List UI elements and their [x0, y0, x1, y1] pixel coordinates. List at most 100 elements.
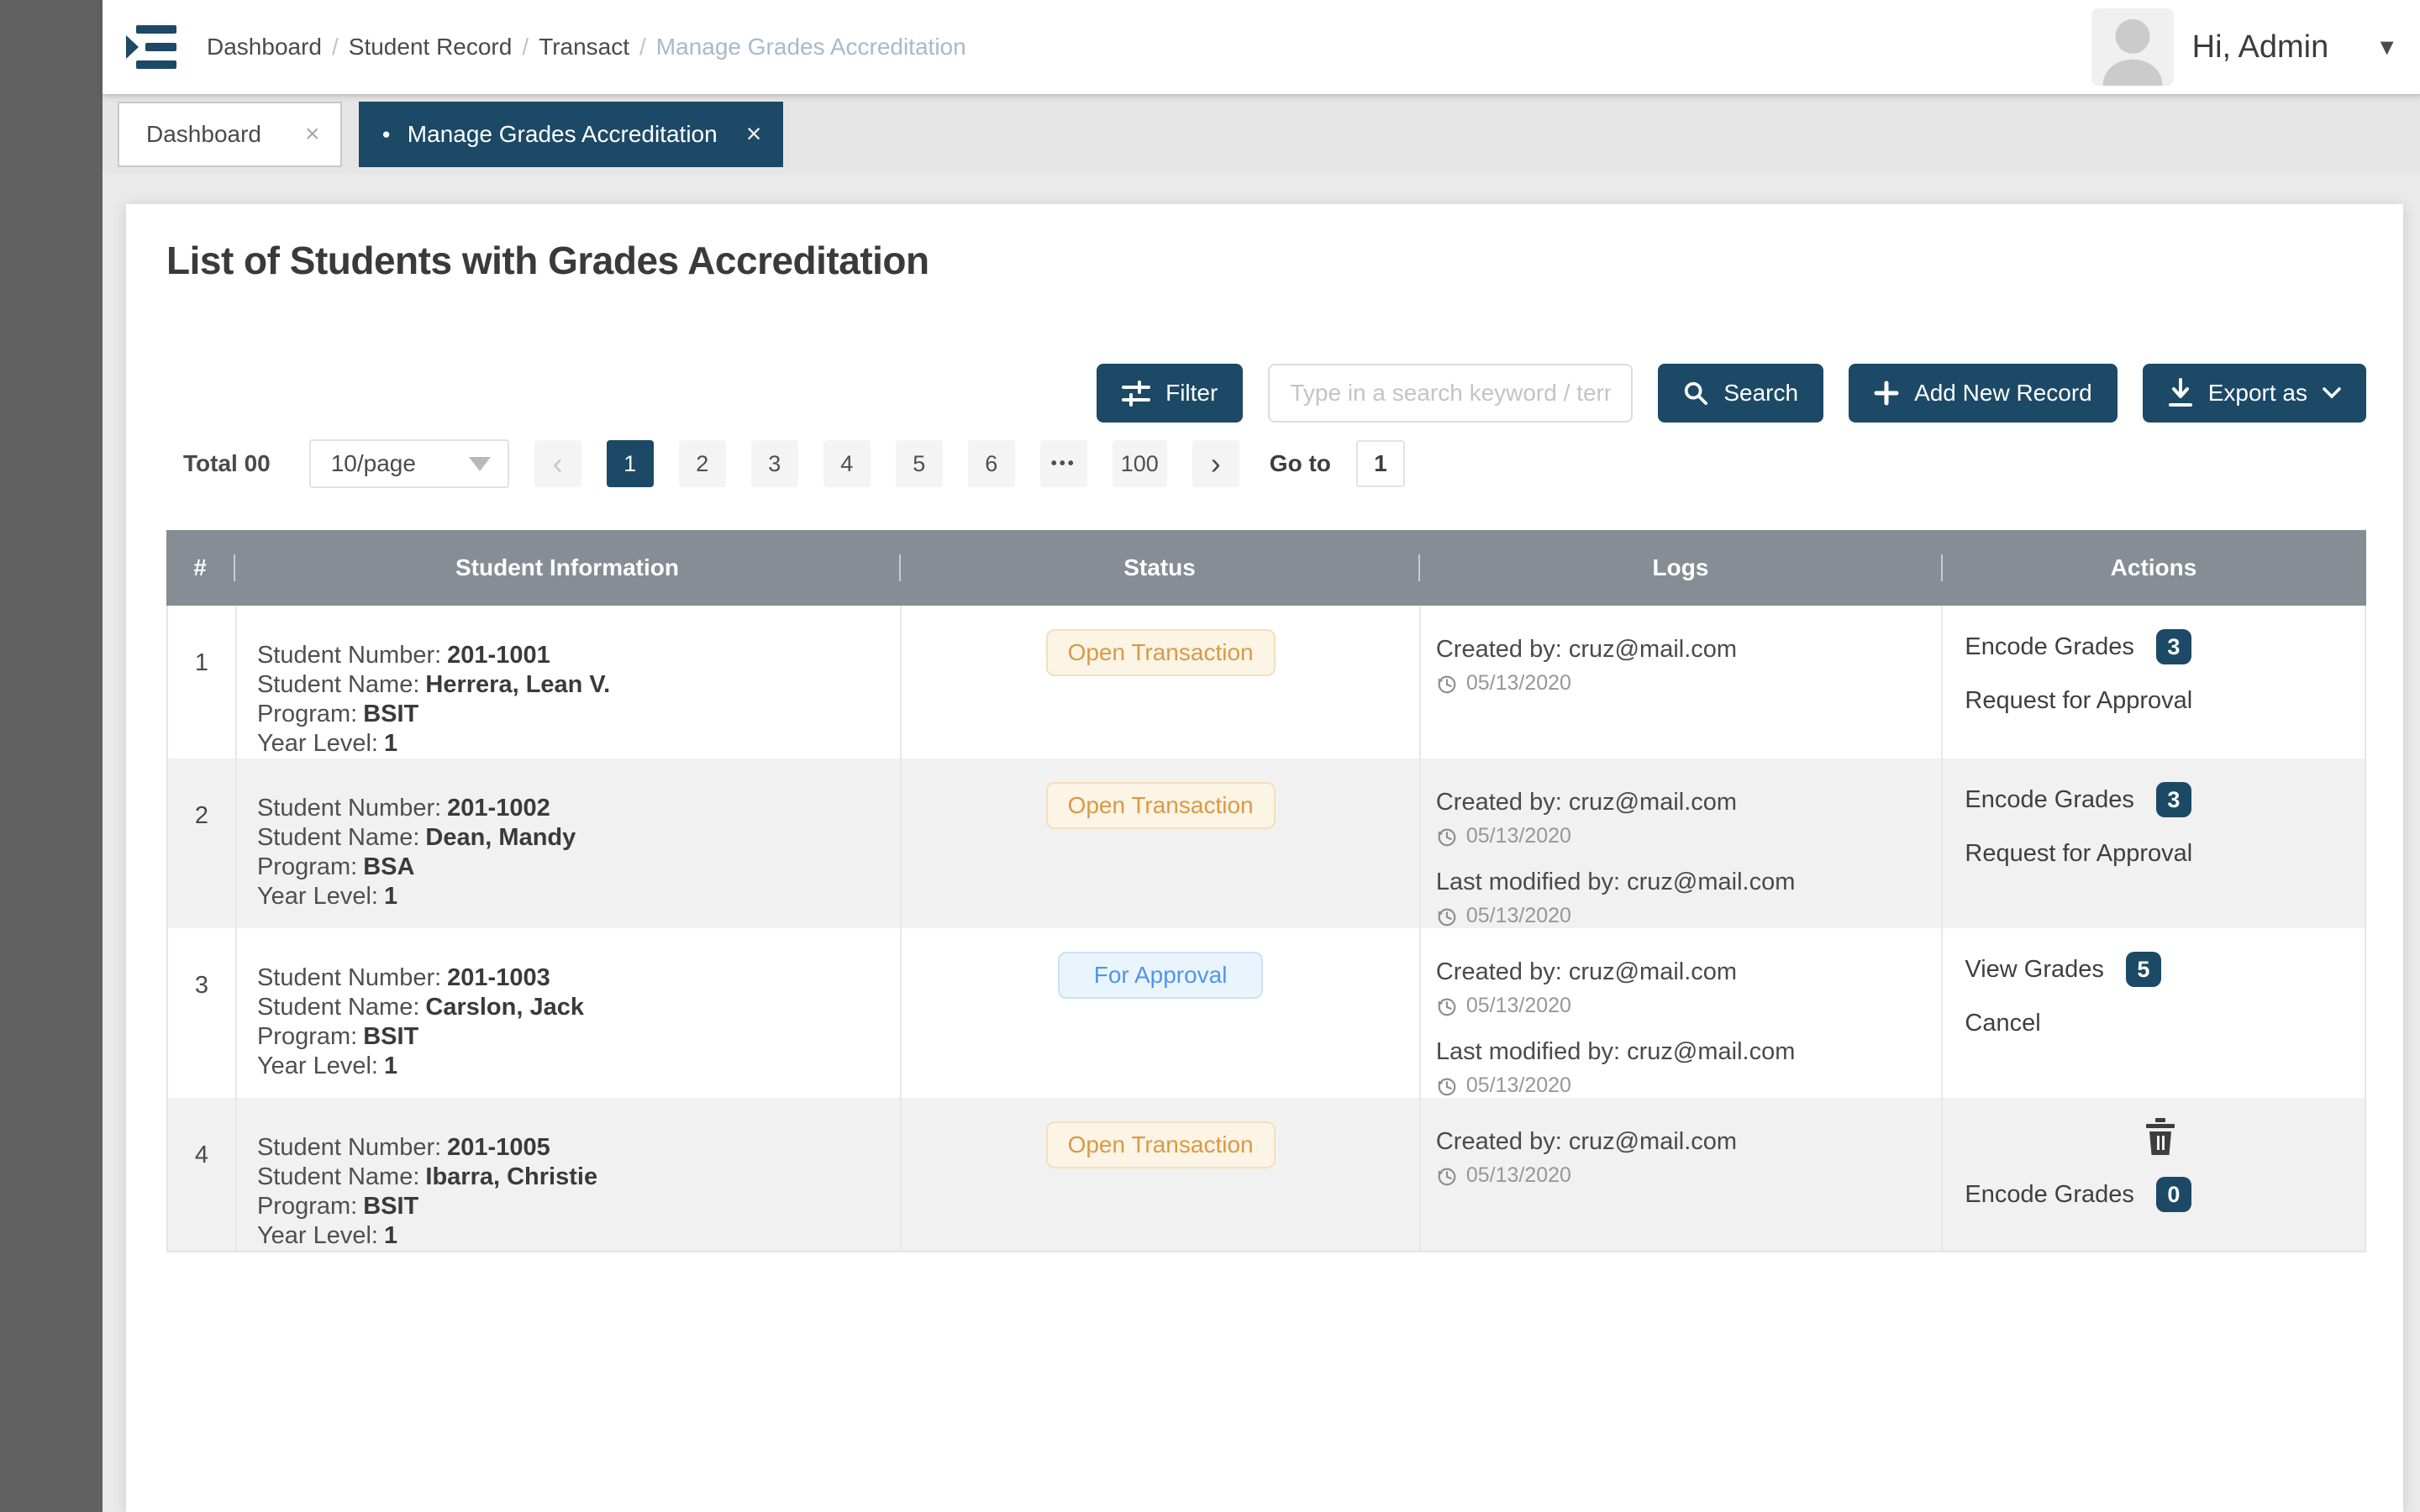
search-input[interactable] — [1268, 364, 1634, 423]
table-body: 1 Student Number: 201-1001 Student Name: H… — [166, 606, 2366, 1252]
goto-page-input[interactable] — [1355, 440, 1405, 487]
table-header: # Student Information Status Logs Action… — [166, 530, 2366, 606]
page-button-1[interactable]: 1 — [606, 440, 654, 487]
page-ellipsis-button[interactable]: ••• — [1039, 440, 1087, 487]
student-info-cell: Student Number: 201-1001 Student Name: Her… — [234, 606, 900, 759]
view-grades-action[interactable]: View Grades — [1965, 955, 2104, 983]
field-label: Program: — [256, 853, 358, 880]
status-badge[interactable]: Open Transaction — [1045, 782, 1276, 829]
table-row: 1 Student Number: 201-1001 Student Name: H… — [168, 606, 2365, 759]
student-program: BSIT — [363, 1023, 419, 1050]
row-number: 2 — [194, 802, 209, 829]
logs-cell: Created by: cruz@mail.com 05/13/2020 Las… — [1418, 759, 1942, 928]
log-by-text: Created by: cruz@mail.com — [1435, 789, 1738, 816]
table-row: 2 Student Number: 201-1002 Student Name: D… — [168, 759, 2365, 928]
encode-grades-action[interactable]: Encode Grades — [1965, 785, 2134, 813]
page-button-3[interactable]: 3 — [750, 440, 798, 487]
filter-button[interactable]: Filter — [1097, 364, 1244, 423]
download-icon — [2168, 378, 2192, 407]
status-badge[interactable]: Open Transaction — [1045, 1121, 1276, 1168]
field-label: Student Number: — [256, 964, 442, 991]
field-label: Student Number: — [256, 795, 442, 822]
close-icon[interactable]: × — [745, 118, 762, 149]
tab-manage-grades-accreditation[interactable]: ● Manage Grades Accreditation × — [358, 101, 784, 167]
status-cell: For Approval — [900, 928, 1419, 1098]
add-button-label: Add New Record — [1914, 380, 2092, 406]
encode-grades-action[interactable]: Encode Grades — [1965, 633, 2134, 660]
column-header-num: # — [193, 554, 207, 580]
status-badge[interactable]: For Approval — [1058, 952, 1264, 999]
field-label: Year Level: — [256, 1222, 378, 1249]
history-icon — [1438, 675, 1456, 693]
count-badge[interactable]: 0 — [2155, 1177, 2191, 1212]
count-badge[interactable]: 3 — [2155, 629, 2191, 664]
actions-cell: View Grades 5 Cancel — [1941, 928, 2365, 1098]
actions-cell: Encode Grades 3 Request for Approval — [1941, 606, 2365, 759]
delete-trash-icon[interactable] — [2146, 1118, 2175, 1155]
breadcrumb-separator: / — [331, 34, 339, 60]
student-info-cell: Student Number: 201-1003 Student Name: Car… — [234, 928, 900, 1098]
log-created: Created by: cruz@mail.com 05/13/2020 — [1436, 789, 1928, 848]
field-label: Year Level: — [256, 883, 378, 910]
student-number: 201-1001 — [447, 642, 550, 669]
toolbar: Filter Search Add New Record Export as — [166, 364, 2366, 423]
student-year-level: 1 — [383, 1053, 398, 1079]
request-for-approval-action[interactable]: Request for Approval — [1965, 686, 2193, 714]
count-badge[interactable]: 5 — [2125, 952, 2161, 987]
close-icon[interactable]: × — [304, 119, 320, 148]
student-info-cell: Student Number: 201-1002 Student Name: Dea… — [234, 759, 900, 928]
request-for-approval-action[interactable]: Request for Approval — [1965, 839, 2193, 867]
logs-cell: Created by: cruz@mail.com 05/13/2020 — [1418, 1098, 1942, 1251]
field-label: Student Name: — [256, 994, 420, 1021]
student-program: BSA — [363, 853, 415, 880]
menu-unfold-icon[interactable] — [124, 24, 178, 71]
column-header-logs: Logs — [1418, 554, 1941, 581]
cancel-action[interactable]: Cancel — [1965, 1009, 2041, 1037]
history-icon — [1438, 908, 1456, 926]
student-program: BSIT — [363, 701, 419, 727]
actions-cell: Encode Grades 3 Request for Approval — [1941, 759, 2365, 928]
student-number: 201-1005 — [447, 1134, 550, 1161]
breadcrumb-item-dashboard[interactable]: Dashboard — [207, 34, 322, 60]
log-by-text: Last modified by: cruz@mail.com — [1435, 869, 1796, 895]
top-bar: Dashboard / Student Record / Transact / … — [103, 0, 2420, 94]
field-label: Student Name: — [256, 1163, 420, 1190]
tab-label: Dashboard — [146, 120, 261, 147]
count-badge[interactable]: 3 — [2155, 782, 2191, 817]
user-menu-caret-icon[interactable]: ▼ — [2375, 34, 2398, 60]
table-row: 4 Student Number: 201-1005 Student Name: I… — [168, 1098, 2365, 1251]
page-button-4[interactable]: 4 — [823, 440, 871, 487]
field-label: Program: — [256, 1193, 358, 1220]
history-icon — [1438, 998, 1456, 1016]
page-button-6[interactable]: 6 — [967, 440, 1015, 487]
tab-dashboard[interactable]: Dashboard × — [118, 101, 342, 167]
prev-page-button[interactable]: ‹ — [534, 440, 581, 487]
status-badge[interactable]: Open Transaction — [1045, 629, 1276, 676]
content-card: List of Students with Grades Accreditati… — [126, 204, 2403, 1512]
search-icon — [1685, 381, 1708, 406]
breadcrumb-item-transact[interactable]: Transact — [539, 34, 630, 60]
next-page-button[interactable]: › — [1192, 440, 1239, 487]
encode-grades-action[interactable]: Encode Grades — [1965, 1180, 2134, 1208]
row-number: 4 — [194, 1142, 209, 1168]
page-button-2[interactable]: 2 — [678, 440, 726, 487]
page-button-5[interactable]: 5 — [895, 440, 943, 487]
history-icon — [1438, 828, 1456, 846]
page-size-select[interactable]: 10/page — [308, 439, 509, 488]
student-name: Carslon, Jack — [425, 994, 584, 1021]
page-button-100[interactable]: 100 — [1112, 440, 1167, 487]
add-new-record-button[interactable]: Add New Record — [1849, 364, 2118, 423]
students-table: # Student Information Status Logs Action… — [166, 530, 2366, 1252]
export-as-button[interactable]: Export as — [2142, 364, 2366, 423]
user-menu[interactable]: Hi, Admin ▼ — [2091, 8, 2398, 86]
field-label: Year Level: — [256, 1053, 378, 1079]
breadcrumb-item-student-record[interactable]: Student Record — [348, 34, 513, 60]
log-date-text: 05/13/2020 — [1465, 1074, 1571, 1097]
log-modified: Last modified by: cruz@mail.com 05/13/20… — [1436, 1038, 1928, 1098]
export-button-label: Export as — [2207, 380, 2307, 406]
total-count-label: Total 00 — [183, 450, 271, 476]
field-label: Student Name: — [256, 671, 420, 698]
field-label: Program: — [256, 701, 358, 727]
search-button[interactable]: Search — [1658, 364, 1824, 423]
student-year-level: 1 — [383, 883, 398, 910]
